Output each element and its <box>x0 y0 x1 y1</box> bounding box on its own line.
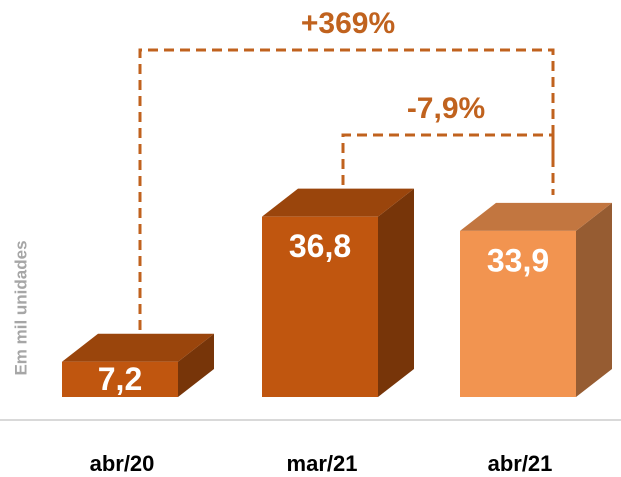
value-label: 33,9 <box>487 242 549 278</box>
bar-top <box>262 188 414 217</box>
bracket-inner <box>341 133 555 185</box>
x-tick-label: abr/21 <box>488 451 553 476</box>
bar-side <box>576 202 612 397</box>
bar <box>62 361 178 397</box>
bar-side <box>378 188 414 397</box>
bar <box>262 216 378 397</box>
y-axis-label: Em mil unidades <box>11 240 30 375</box>
bar-top <box>460 202 612 231</box>
x-tick-label: abr/20 <box>90 451 155 476</box>
value-label: 7,2 <box>98 361 142 397</box>
value-label: 36,8 <box>289 228 351 264</box>
bar <box>460 230 576 397</box>
bracket-outer <box>138 48 555 330</box>
annotation: -7,9% <box>407 92 485 125</box>
x-tick-label: mar/21 <box>287 451 358 476</box>
bar-top <box>62 333 214 362</box>
bar-side <box>178 333 214 397</box>
annotation: +369% <box>301 7 395 40</box>
